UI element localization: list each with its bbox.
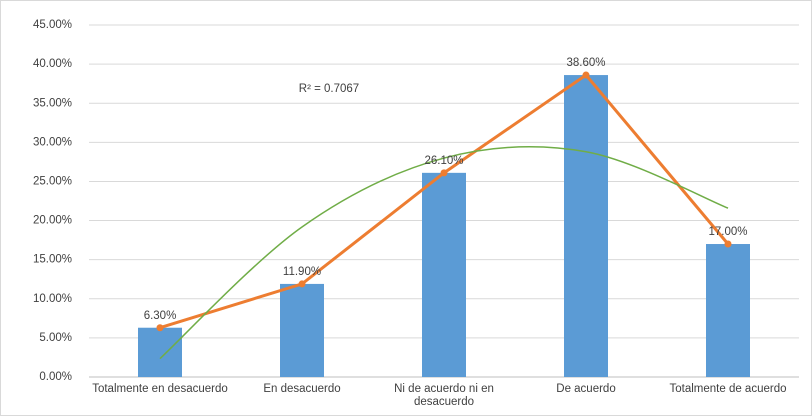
bar bbox=[564, 75, 608, 377]
x-tick-foreign: En desacuerdo bbox=[263, 383, 341, 395]
x-tick-foreign: Totalmente en desacuerdo bbox=[92, 383, 228, 395]
y-tick-label: 20.00% bbox=[33, 215, 72, 227]
y-tick-label: 40.00% bbox=[33, 58, 72, 70]
line-point bbox=[440, 169, 448, 177]
y-tick-label: 10.00% bbox=[33, 293, 72, 305]
y-tick-label: 45.00% bbox=[33, 19, 72, 31]
data-label: 26.10% bbox=[424, 155, 463, 167]
x-tick-label: Ni de acuerdo ni en desacuerdo bbox=[394, 383, 494, 408]
x-tick-label: Totalmente de acuerdo bbox=[669, 383, 787, 395]
x-tick-foreign: Totalmente de acuerdo bbox=[669, 383, 787, 395]
data-label: 6.30% bbox=[144, 310, 177, 322]
y-tick-label: 0.00% bbox=[39, 371, 72, 383]
y-tick-label: 35.00% bbox=[33, 97, 72, 109]
bar bbox=[280, 283, 324, 377]
y-tick-label: 30.00% bbox=[33, 136, 72, 148]
y-tick-label: 15.00% bbox=[33, 254, 72, 266]
bar bbox=[138, 327, 182, 377]
line-point bbox=[156, 324, 164, 332]
x-tick-label: Totalmente en desacuerdo bbox=[92, 383, 228, 395]
line-point bbox=[724, 240, 732, 248]
data-label: 38.60% bbox=[566, 57, 605, 69]
bar bbox=[422, 172, 466, 377]
y-tick-label: 5.00% bbox=[39, 332, 72, 344]
annotation: R² = 0.7067 bbox=[299, 83, 359, 95]
y-tick-label: 25.00% bbox=[33, 175, 72, 187]
data-label: 17.00% bbox=[708, 226, 747, 238]
line-point bbox=[582, 71, 590, 79]
bar bbox=[706, 244, 750, 377]
line-point bbox=[298, 280, 306, 288]
data-label: 11.90% bbox=[283, 266, 321, 278]
x-tick-foreign: Ni de acuerdo ni en desacuerdo bbox=[394, 383, 494, 408]
x-tick-label: De acuerdo bbox=[556, 383, 616, 395]
trendline bbox=[159, 145, 729, 360]
x-tick-foreign: De acuerdo bbox=[556, 383, 616, 395]
x-tick-label: En desacuerdo bbox=[263, 383, 341, 395]
